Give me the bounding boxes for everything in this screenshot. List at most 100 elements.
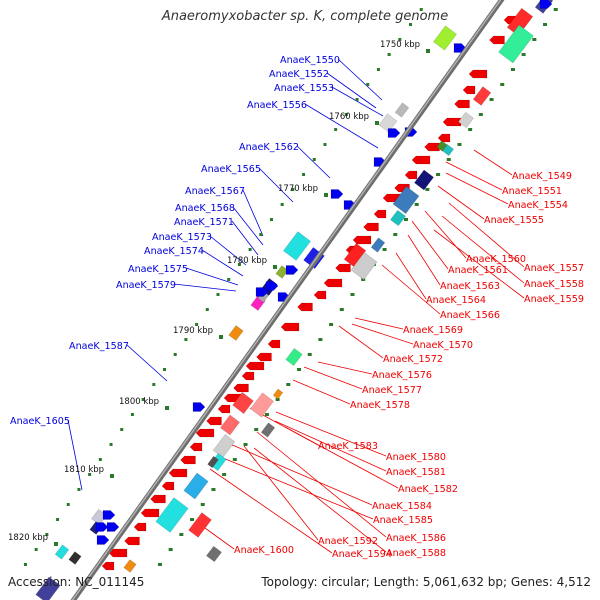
gene-block xyxy=(272,388,284,400)
gene-reverse-strand xyxy=(373,209,387,219)
label-leader-line xyxy=(274,420,387,472)
gene-reverse-strand xyxy=(108,548,128,558)
gene-label-left: AnaeK_1553 xyxy=(274,83,334,94)
tick-mark xyxy=(543,23,548,26)
gene-reverse-strand xyxy=(256,352,272,362)
tick-mark xyxy=(532,38,537,41)
tick-mark xyxy=(286,383,291,386)
gene-label-right: AnaeK_1572 xyxy=(383,354,443,365)
tick-mark xyxy=(478,113,483,116)
tick-mark xyxy=(521,53,526,56)
tick-mark xyxy=(355,98,359,101)
gene-label-right: AnaeK_1566 xyxy=(440,310,500,321)
label-leader-line xyxy=(204,527,235,550)
gene-reverse-strand xyxy=(363,222,379,232)
gene-reverse-strand xyxy=(462,85,476,95)
gene-label-right: AnaeK_1569 xyxy=(403,325,463,336)
tick-mark xyxy=(23,563,27,566)
label-leader-line xyxy=(173,283,237,292)
gene-block xyxy=(275,265,289,279)
tick-mark xyxy=(243,443,248,446)
gene-label-right: AnaeK_1577 xyxy=(362,385,422,396)
gene-reverse-strand xyxy=(189,442,203,452)
tick-mark xyxy=(329,323,334,326)
label-leader-line xyxy=(258,167,294,203)
gene-reverse-strand xyxy=(323,278,343,288)
tick-mark xyxy=(436,173,441,176)
scale-label: 1800 kbp xyxy=(119,397,159,407)
tick-mark xyxy=(275,398,280,401)
gene-reverse-strand xyxy=(335,263,351,273)
label-leader-line xyxy=(381,264,441,315)
tick-mark xyxy=(409,23,413,26)
label-leader-line xyxy=(441,215,525,284)
tick-mark xyxy=(222,473,227,476)
gene-reverse-strand xyxy=(424,142,440,152)
tick-mark xyxy=(414,203,419,206)
gene-forward-strand xyxy=(102,510,116,520)
topology-text: Topology: circular; Length: 5,061,632 bp… xyxy=(261,575,591,589)
gene-reverse-strand xyxy=(180,455,196,465)
gene-reverse-strand xyxy=(124,536,140,546)
tick-mark xyxy=(163,368,167,371)
gene-label-left: AnaeK_1573 xyxy=(152,232,212,243)
tick-mark xyxy=(254,428,259,431)
gene-block xyxy=(232,392,254,414)
tick-mark xyxy=(510,68,515,71)
label-leader-line xyxy=(209,235,247,266)
gene-block xyxy=(285,348,303,366)
tick-mark xyxy=(259,233,263,236)
gene-block xyxy=(183,472,209,500)
gene-label-right: AnaeK_1585 xyxy=(373,515,433,526)
scale-tick-mark xyxy=(375,121,379,125)
gene-label-left: AnaeK_1562 xyxy=(239,142,299,153)
label-leader-line xyxy=(284,426,399,489)
tick-mark xyxy=(237,263,241,266)
label-leader-line xyxy=(275,411,387,457)
tick-mark xyxy=(361,278,366,281)
gene-label-right: AnaeK_1554 xyxy=(508,200,568,211)
tick-mark xyxy=(34,548,38,551)
tick-mark xyxy=(398,38,402,41)
label-leader-line xyxy=(303,366,363,390)
gene-reverse-strand xyxy=(437,133,451,143)
tick-mark xyxy=(120,428,124,431)
gene-label-right: AnaeK_1563 xyxy=(440,281,500,292)
label-leader-line xyxy=(445,161,503,191)
label-leader-line xyxy=(217,455,374,520)
gene-reverse-strand xyxy=(267,339,281,349)
label-leader-line xyxy=(424,210,467,259)
tick-mark xyxy=(457,143,462,146)
tick-mark xyxy=(200,503,205,506)
tick-mark xyxy=(323,143,327,146)
label-leader-line xyxy=(331,86,384,117)
gene-label-left: AnaeK_1571 xyxy=(174,217,234,228)
label-leader-line xyxy=(337,58,383,101)
gene-block xyxy=(212,434,236,458)
label-leader-line xyxy=(448,202,525,268)
tick-mark xyxy=(227,278,231,281)
label-leader-line xyxy=(338,325,384,359)
gene-label-left: AnaeK_1575 xyxy=(128,264,188,275)
gene-label-right: AnaeK_1580 xyxy=(386,452,446,463)
gene-block xyxy=(91,508,107,526)
tick-mark xyxy=(553,8,558,11)
gene-block xyxy=(458,111,474,129)
label-leader-line xyxy=(201,249,244,277)
gene-reverse-strand xyxy=(468,69,488,79)
gene-block xyxy=(68,551,82,565)
tick-mark xyxy=(393,233,398,236)
gene-label-right: AnaeK_1549 xyxy=(512,171,572,182)
tick-mark xyxy=(211,488,216,491)
scale-tick-mark xyxy=(54,542,58,546)
gene-label-right: AnaeK_1558 xyxy=(524,279,584,290)
gene-reverse-strand xyxy=(241,371,255,381)
gene-label-left: AnaeK_1552 xyxy=(269,69,329,80)
label-leader-line xyxy=(256,431,387,538)
gene-reverse-strand xyxy=(411,155,431,165)
gene-forward-strand xyxy=(265,281,279,291)
gene-label-left: AnaeK_1550 xyxy=(280,55,340,66)
tick-mark xyxy=(344,113,348,116)
gene-forward-strand xyxy=(106,522,120,532)
